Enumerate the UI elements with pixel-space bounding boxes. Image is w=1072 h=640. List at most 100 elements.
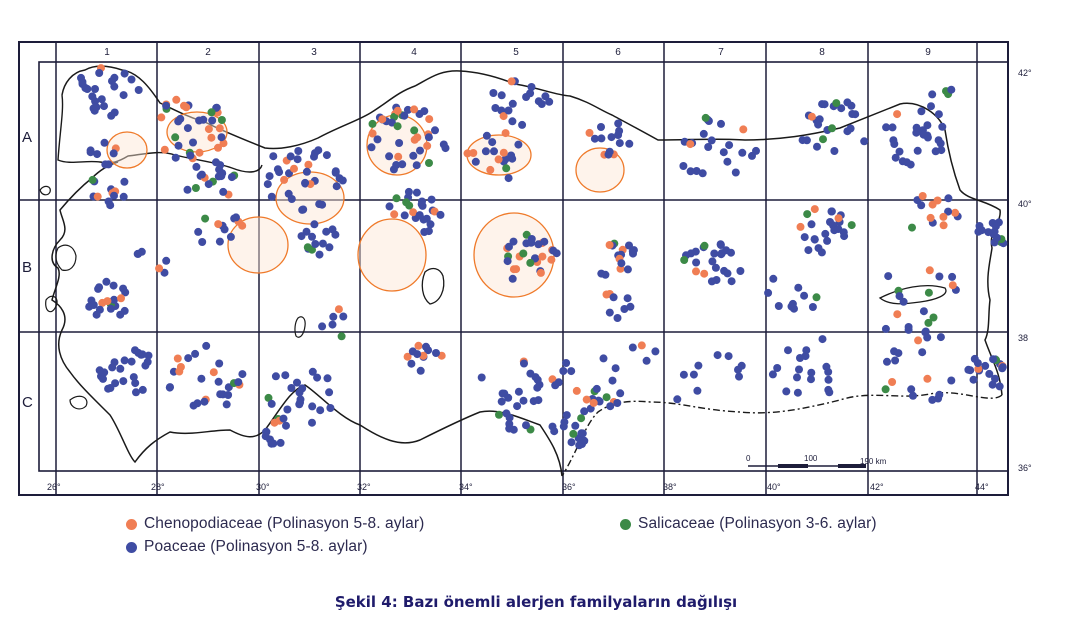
poaceae-dot: [106, 201, 115, 210]
poaceae-dot: [567, 438, 576, 447]
poaceae-dot: [707, 136, 716, 145]
poaceae-dot: [226, 232, 235, 241]
poaceae-dot: [328, 225, 337, 234]
poaceae-dot: [800, 233, 809, 242]
poaceae-dot: [843, 98, 852, 107]
scale-bar-segment: [838, 464, 866, 468]
poaceae-dot: [134, 86, 143, 94]
poaceae-dot: [287, 384, 296, 392]
poaceae-dot: [944, 207, 953, 216]
poaceae-dot: [590, 134, 599, 143]
poaceae-dot: [613, 399, 622, 407]
chenopodiaceae-dot: [160, 145, 169, 154]
salicaceae-dot: [191, 184, 200, 192]
poaceae-dot: [95, 69, 104, 77]
poaceae-dot: [262, 427, 270, 436]
poaceae-dot: [787, 302, 796, 311]
poaceae-dot: [101, 160, 110, 169]
poaceae-dot: [881, 324, 890, 333]
chenopodiaceae-dot: [605, 241, 614, 249]
poaceae-dot: [578, 429, 587, 438]
poaceae-dot: [81, 84, 90, 92]
poaceae-dot: [295, 388, 304, 397]
salicaceae-dot: [881, 385, 890, 394]
poaceae-dot: [308, 232, 316, 241]
salicaceae-dot: [819, 135, 827, 144]
column-label: 9: [925, 47, 931, 58]
salicaceae-dot: [828, 124, 836, 133]
poaceae-dot: [912, 123, 921, 132]
poaceae-dot: [119, 284, 128, 293]
chenopodiaceae-dot: [209, 368, 218, 377]
chenopodiaceae-dot: [918, 192, 927, 200]
poaceae-dot: [818, 335, 827, 344]
poaceae-dot: [514, 387, 523, 396]
poaceae-dot: [823, 236, 832, 245]
chenopodiaceae-dot: [501, 129, 510, 138]
poaceae-dot: [934, 136, 943, 145]
poaceae-dot: [202, 341, 211, 350]
island-3: [69, 395, 88, 410]
poaceae-dot: [95, 283, 104, 292]
chenopodiaceae-dot: [413, 133, 422, 142]
chenopodiaceae-dot: [507, 77, 516, 86]
poaceae-dot: [883, 357, 891, 366]
poaceae-dot: [843, 127, 852, 136]
chenopodiaceae-dot: [182, 103, 191, 112]
poaceae-dot: [605, 147, 614, 156]
scale-bar-segment: [778, 464, 808, 468]
poaceae-dot: [807, 368, 816, 377]
island-2: [45, 295, 58, 313]
poaceae-dot: [698, 169, 707, 178]
poaceae-dot: [412, 161, 421, 170]
chenopodiaceae-dot: [172, 95, 181, 104]
poaceae-dot: [400, 211, 409, 220]
poaceae-dot: [623, 294, 632, 303]
chenopodiaceae-area: [106, 131, 148, 169]
poaceae-dot: [860, 137, 869, 146]
poaceae-dot: [293, 155, 302, 164]
chenopodiaceae-dot: [893, 310, 902, 319]
poaceae-dot: [403, 105, 412, 114]
poaceae-dot: [699, 129, 708, 138]
lake-beysehir: [294, 316, 306, 338]
poaceae-dot: [120, 306, 129, 315]
poaceae-dot: [217, 133, 226, 142]
longitude-label: 34°: [459, 482, 473, 492]
poaceae-dot: [977, 226, 986, 235]
longitude-label: 38°: [663, 482, 677, 492]
poaceae-dot: [947, 85, 956, 94]
poaceae-dot: [998, 363, 1007, 372]
poaceae-dot: [424, 133, 433, 142]
column-label: 2: [205, 47, 211, 58]
chenopodiaceae-dot: [796, 222, 805, 231]
poaceae-dot: [208, 116, 217, 125]
poaceae-dot: [329, 312, 338, 321]
poaceae-dot: [938, 122, 947, 131]
legend-poaceae-label: Poaceae (Polinasyon 5-8. aylar): [144, 538, 368, 555]
chenopodiaceae-dot: [739, 125, 748, 134]
poaceae-dot: [966, 366, 975, 375]
poaceae-dot: [642, 356, 651, 365]
poaceae-dot: [526, 369, 535, 378]
poaceae-dot: [793, 373, 801, 382]
poaceae-dot: [934, 110, 943, 119]
poaceae-dot: [691, 247, 700, 256]
poaceae-dot: [927, 102, 935, 111]
south-coast: [51, 161, 563, 477]
legend: Chenopodiaceae (Polinasyon 5-8. aylar) S…: [120, 512, 980, 562]
poaceae-dot: [283, 405, 292, 414]
poaceae-dot: [431, 126, 439, 135]
chenopodiaceae-dot: [637, 341, 646, 350]
poaceae-dot: [802, 346, 811, 355]
poaceae-dot: [625, 139, 634, 148]
poaceae-dot: [219, 187, 228, 196]
column-label: 4: [411, 47, 417, 58]
poaceae-dot: [501, 155, 510, 164]
scale-label-100: 100: [804, 454, 818, 463]
poaceae-dot: [162, 256, 171, 265]
chenopodiaceae-dot: [155, 264, 164, 273]
chenopodiaceae-dot: [692, 267, 700, 276]
scale-label-0: 0: [746, 454, 751, 463]
poaceae-dot: [935, 272, 944, 281]
